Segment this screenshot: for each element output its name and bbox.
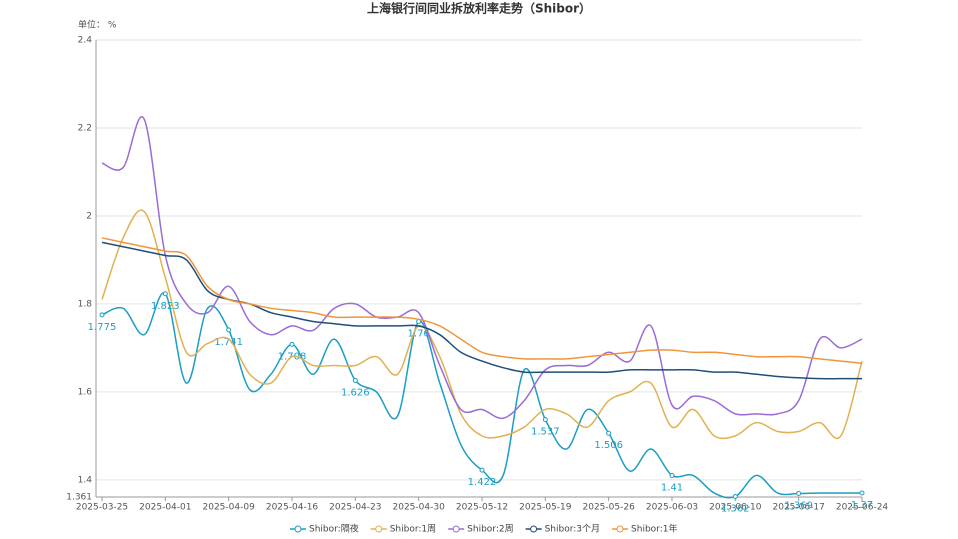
- chart-title: 上海银行间同业拆放利率走势（Shibor）: [367, 1, 591, 16]
- legend-swatch-dot: [530, 525, 538, 533]
- point: [542, 417, 548, 423]
- legend-label: Shibor:隔夜: [309, 523, 359, 535]
- point: [99, 312, 105, 318]
- value-label: 1.369: [784, 500, 813, 511]
- value-label: 1.741: [214, 337, 243, 348]
- value-label: 1.775: [88, 322, 117, 333]
- x-tick-label: 2025-04-09: [203, 503, 256, 513]
- x-tick-label: 2025-05-26: [583, 503, 636, 513]
- point: [226, 327, 232, 333]
- series-line: [101, 237, 863, 365]
- x-tick-label: 2025-05-19: [519, 503, 572, 513]
- point: [479, 467, 485, 473]
- series-line: [101, 209, 863, 440]
- x-tick-label: 2025-04-23: [329, 503, 381, 513]
- x-tick-label: 2025-06-10: [709, 503, 762, 513]
- y-tick-label: 1.6: [78, 387, 93, 397]
- value-label: 1.626: [341, 387, 370, 398]
- legend-label: Shibor:1年: [631, 523, 677, 535]
- value-label: 1.823: [151, 301, 180, 312]
- value-label: 1.422: [468, 477, 497, 488]
- y-tick-label: 1.8: [78, 299, 93, 309]
- x-tick-label: 2025-04-30: [393, 503, 446, 513]
- x-tick-label: 2025-06-24: [836, 503, 889, 513]
- x-tick-label: 2025-06-03: [646, 503, 698, 513]
- y-tick-label: 1.4: [78, 475, 93, 485]
- value-label: 1.41: [661, 482, 683, 493]
- x-tick-label: 2025-05-12: [456, 503, 508, 513]
- y-tick-label: 2: [86, 211, 92, 221]
- point: [796, 490, 802, 496]
- y-tick-label: 2.4: [78, 36, 93, 46]
- legend-swatch-dot: [452, 525, 460, 533]
- value-label: 1.362: [721, 504, 750, 515]
- value-label: 1.76: [408, 329, 430, 340]
- series-line: [101, 241, 862, 380]
- legend-label: Shibor:3个月: [545, 524, 600, 535]
- point: [732, 494, 738, 500]
- point: [606, 430, 612, 436]
- y-tick-label: 2.2: [78, 123, 92, 133]
- value-label: 1.506: [594, 440, 623, 451]
- legend-swatch-dot: [294, 525, 302, 533]
- value-label: 1.37: [851, 500, 873, 511]
- x-tick-label: 2025-03-25: [76, 503, 128, 513]
- y-tick-label: 1.361: [66, 493, 92, 503]
- point: [162, 291, 168, 297]
- x-tick-label: 2025-04-01: [139, 503, 191, 513]
- point: [289, 341, 295, 347]
- point: [669, 472, 675, 478]
- legend-swatch-dot: [375, 525, 383, 533]
- legend-swatch-dot: [616, 525, 624, 533]
- legend-label: Shibor:1周: [390, 524, 436, 535]
- series-line: [101, 292, 862, 499]
- x-tick-label: 2025-06-17: [773, 503, 825, 513]
- x-tick-label: 2025-04-16: [266, 503, 319, 513]
- point: [352, 377, 358, 383]
- legend-label: Shibor:2周: [467, 524, 513, 535]
- value-label: 1.537: [531, 427, 560, 438]
- point: [859, 490, 865, 496]
- y-axis-label: 单位： %: [78, 19, 117, 31]
